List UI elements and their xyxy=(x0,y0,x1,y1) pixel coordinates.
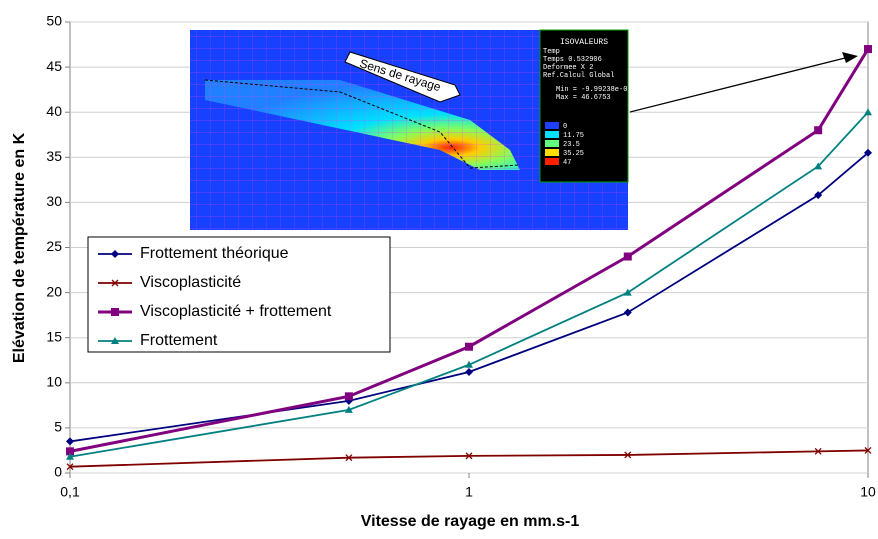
inset-info: Temps 0.532906 xyxy=(543,56,602,64)
legend-label: Viscoplasticité + frottement xyxy=(140,303,332,320)
y-tick-label: 35 xyxy=(46,148,62,164)
legend-marker xyxy=(111,308,119,316)
data-point xyxy=(623,288,632,296)
series-line xyxy=(69,449,869,468)
data-point xyxy=(864,148,872,157)
y-tick-label: 30 xyxy=(46,193,62,209)
data-point xyxy=(66,452,74,460)
data-point xyxy=(814,126,823,135)
y-tick-label: 5 xyxy=(54,419,62,435)
data-point xyxy=(465,452,473,460)
inset-info: Ref.Calcul Global xyxy=(543,72,614,80)
legend-marker xyxy=(111,250,119,258)
data-point xyxy=(814,191,823,200)
data-point xyxy=(344,392,353,401)
inset-info: Temp xyxy=(543,48,560,56)
inset-legend-title: ISOVALEURS xyxy=(560,38,608,47)
data-point xyxy=(864,446,872,454)
data-point xyxy=(344,405,353,413)
y-tick-label: 15 xyxy=(46,328,62,344)
data-point xyxy=(345,454,353,462)
inset-swatch xyxy=(545,149,559,156)
series-line xyxy=(69,152,869,443)
data-point xyxy=(465,360,473,368)
y-tick-label: 25 xyxy=(46,238,62,254)
y-tick-label: 50 xyxy=(46,13,62,29)
y-tick-label: 20 xyxy=(46,283,62,299)
inset-info: Max = 46.6753 xyxy=(556,94,611,102)
data-point xyxy=(624,451,632,459)
data-point xyxy=(814,162,823,170)
data-point xyxy=(465,367,473,376)
data-point xyxy=(864,108,872,116)
legend-marker xyxy=(111,337,119,344)
inset-swatch xyxy=(545,131,559,138)
data-point xyxy=(623,252,632,261)
legend: Frottement théorique Viscoplasticité Visco… xyxy=(87,236,391,353)
x-axis-title: Vitesse de rayage en mm.s-1 xyxy=(361,513,580,530)
series-line xyxy=(69,48,870,453)
y-axis-title: Elévation de température en K xyxy=(11,132,28,363)
data-point xyxy=(465,342,473,351)
data-point xyxy=(814,447,822,455)
y-tick-label: 0 xyxy=(54,464,62,480)
inset-info: Deformee X 2 xyxy=(543,64,593,72)
x-tick-label: 10 xyxy=(860,484,876,500)
x-tick-label: 1 xyxy=(465,484,473,500)
inset-swatch xyxy=(545,122,559,129)
inset-info: Min = -9.99238e-0 xyxy=(556,86,627,94)
y-tick-label: 40 xyxy=(46,103,62,119)
inset-scale-label: 47 xyxy=(563,159,571,167)
y-tick-label: 10 xyxy=(46,374,62,390)
legend-marker xyxy=(111,279,119,287)
inset-scale-label: 35.25 xyxy=(563,150,584,158)
inset-swatch xyxy=(545,158,559,165)
legend-label: Viscoplasticité xyxy=(140,274,241,291)
legend-label: Frottement xyxy=(140,332,218,349)
inset-scale-label: 23.5 xyxy=(563,141,580,149)
y-tick-label: 45 xyxy=(46,58,62,74)
data-point xyxy=(66,447,74,456)
data-point xyxy=(864,45,872,54)
data-point xyxy=(66,437,74,446)
inset-scale-label: 0 xyxy=(563,123,567,131)
legend-label: Frottement théorique xyxy=(140,245,289,262)
data-point xyxy=(623,308,632,317)
x-tick-label: 0,1 xyxy=(60,484,80,500)
data-point xyxy=(66,463,74,471)
series-line xyxy=(69,111,869,458)
inset-scale-label: 11.75 xyxy=(563,132,584,140)
inset-swatch xyxy=(545,140,559,147)
